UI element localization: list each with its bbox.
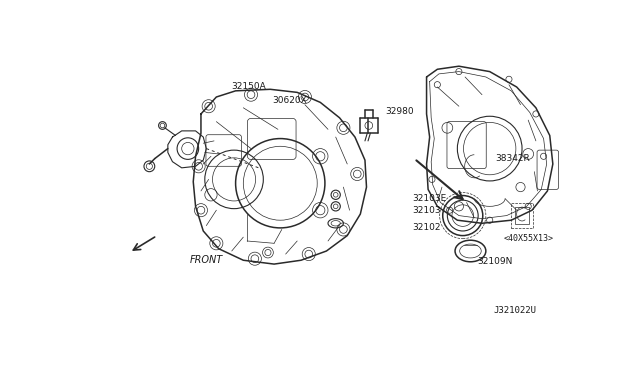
Text: 32102: 32102 (413, 224, 441, 232)
Text: 32109N: 32109N (477, 257, 513, 266)
Bar (515, 207, 529, 224)
Text: 30620X: 30620X (273, 96, 307, 105)
Text: 32103E: 32103E (413, 194, 447, 203)
Text: 32980: 32980 (386, 107, 414, 116)
Text: 32150A: 32150A (232, 83, 266, 92)
Text: 32103: 32103 (413, 206, 442, 215)
Text: 38342R: 38342R (495, 154, 530, 163)
Text: FRONT: FRONT (189, 255, 223, 265)
Text: J321022U: J321022U (493, 306, 536, 315)
Bar (511, 203, 533, 228)
Text: <40X55X13>: <40X55X13> (504, 234, 554, 243)
